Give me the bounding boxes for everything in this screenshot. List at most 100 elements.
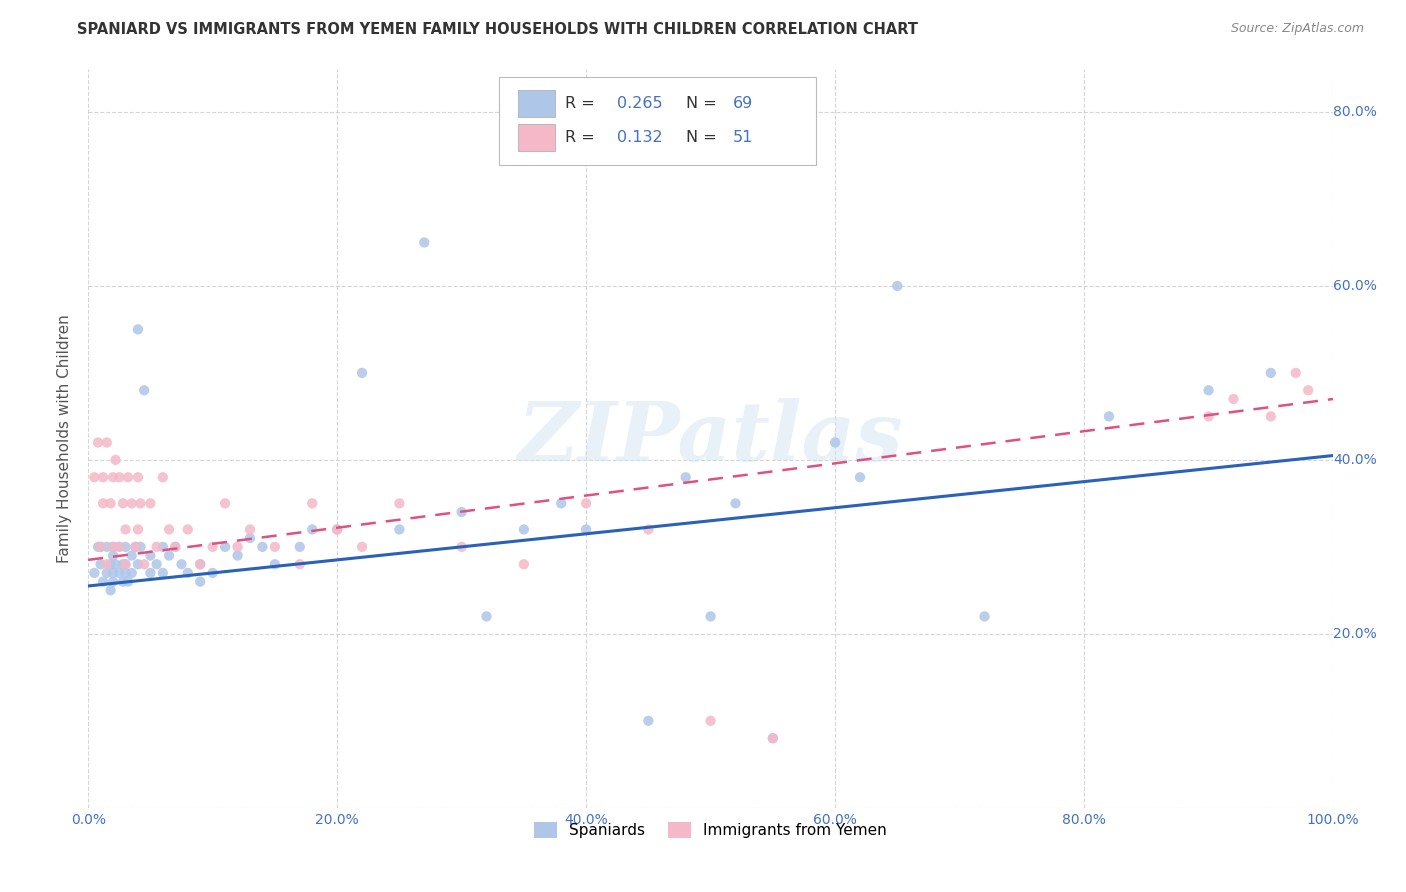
Point: [91, 470, 114, 484]
Point: [214, 540, 236, 554]
Point: [108, 566, 131, 580]
Point: [675, 470, 697, 484]
Point: [100, 496, 122, 510]
Point: [91, 496, 114, 510]
Point: [96, 566, 118, 580]
Point: [177, 566, 200, 580]
Point: [264, 540, 287, 554]
Point: [1260, 366, 1282, 380]
Point: [108, 540, 131, 554]
Point: [114, 523, 136, 537]
Point: [121, 566, 143, 580]
Point: [127, 558, 149, 572]
Point: [139, 496, 162, 510]
Point: [637, 523, 659, 537]
Point: [101, 470, 124, 484]
Point: [127, 322, 149, 336]
Point: [550, 496, 572, 510]
Point: [124, 540, 146, 554]
Point: [104, 453, 127, 467]
Point: [111, 574, 134, 589]
Point: [104, 558, 127, 572]
Point: [1222, 392, 1244, 406]
Point: [134, 558, 156, 572]
Point: [129, 540, 152, 554]
Point: [100, 583, 122, 598]
Point: [170, 558, 193, 572]
Point: [111, 558, 134, 572]
Point: [101, 574, 124, 589]
Point: [188, 574, 211, 589]
Point: [1285, 366, 1308, 380]
Point: [252, 540, 274, 554]
Point: [139, 566, 162, 580]
Point: [152, 566, 174, 580]
Point: [637, 714, 659, 728]
Point: [201, 566, 224, 580]
Point: [121, 496, 143, 510]
Point: [1098, 409, 1121, 424]
Point: [96, 435, 118, 450]
Point: [101, 566, 124, 580]
Point: [699, 609, 721, 624]
Point: [239, 523, 262, 537]
Point: [117, 574, 139, 589]
Point: [114, 566, 136, 580]
Bar: [517, 124, 555, 151]
Point: [165, 540, 187, 554]
Point: [100, 558, 122, 572]
Point: [114, 558, 136, 572]
Point: [350, 366, 373, 380]
Point: [134, 384, 156, 398]
Point: [145, 558, 167, 572]
Point: [91, 574, 114, 589]
Point: [575, 523, 598, 537]
Point: [824, 435, 846, 450]
Text: N =: N =: [686, 95, 721, 111]
Point: [96, 540, 118, 554]
Text: N =: N =: [686, 129, 721, 145]
Point: [108, 470, 131, 484]
Point: [513, 558, 536, 572]
Text: 69: 69: [733, 95, 754, 111]
Point: [288, 540, 311, 554]
Point: [108, 540, 131, 554]
Text: 20.0%: 20.0%: [1333, 627, 1376, 640]
Text: 0.132: 0.132: [617, 129, 662, 145]
Point: [127, 470, 149, 484]
Point: [129, 496, 152, 510]
Point: [152, 470, 174, 484]
Point: [226, 549, 249, 563]
Point: [1198, 409, 1220, 424]
Point: [114, 558, 136, 572]
Legend: Spaniards, Immigrants from Yemen: Spaniards, Immigrants from Yemen: [529, 816, 893, 845]
Bar: [517, 90, 555, 117]
Text: Source: ZipAtlas.com: Source: ZipAtlas.com: [1230, 22, 1364, 36]
Point: [214, 496, 236, 510]
Point: [575, 496, 598, 510]
Point: [90, 540, 112, 554]
Point: [83, 566, 105, 580]
Point: [121, 549, 143, 563]
Point: [152, 540, 174, 554]
Point: [264, 558, 287, 572]
Point: [350, 540, 373, 554]
Point: [87, 540, 110, 554]
Text: ZIPatlas: ZIPatlas: [517, 398, 904, 478]
Point: [849, 470, 872, 484]
Point: [145, 540, 167, 554]
Point: [177, 523, 200, 537]
Y-axis label: Family Households with Children: Family Households with Children: [58, 314, 72, 563]
Text: R =: R =: [565, 129, 600, 145]
Point: [513, 523, 536, 537]
Point: [699, 714, 721, 728]
Point: [157, 523, 180, 537]
Point: [101, 540, 124, 554]
Point: [101, 549, 124, 563]
Point: [450, 540, 472, 554]
Point: [450, 505, 472, 519]
Point: [886, 279, 908, 293]
Point: [165, 540, 187, 554]
Point: [1296, 384, 1319, 398]
Text: 40.0%: 40.0%: [1333, 453, 1376, 467]
